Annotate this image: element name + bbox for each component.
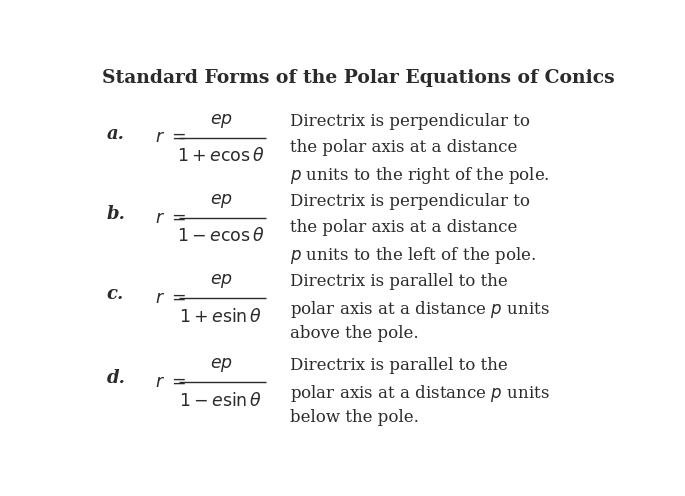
Text: d.: d. xyxy=(107,370,126,387)
Text: Directrix is perpendicular to: Directrix is perpendicular to xyxy=(290,113,530,130)
Text: $ep$: $ep$ xyxy=(210,356,232,374)
Text: the polar axis at a distance: the polar axis at a distance xyxy=(290,139,517,156)
Text: $1 + e\sin\theta$: $1 + e\sin\theta$ xyxy=(179,308,262,325)
Text: $1 - e\cos\theta$: $1 - e\cos\theta$ xyxy=(177,227,264,246)
Text: $ep$: $ep$ xyxy=(210,112,232,129)
Text: $r\ =$: $r\ =$ xyxy=(155,129,186,146)
Text: $r\ =$: $r\ =$ xyxy=(155,290,186,307)
Text: $1 - e\sin\theta$: $1 - e\sin\theta$ xyxy=(179,391,262,410)
Text: polar axis at a distance $p$ units: polar axis at a distance $p$ units xyxy=(290,300,550,320)
Text: below the pole.: below the pole. xyxy=(290,409,419,427)
Text: b.: b. xyxy=(107,205,126,223)
Text: $1 + e\cos\theta$: $1 + e\cos\theta$ xyxy=(177,147,264,165)
Text: $ep$: $ep$ xyxy=(210,192,232,210)
Text: $p$ units to the right of the pole.: $p$ units to the right of the pole. xyxy=(290,165,549,186)
Text: c.: c. xyxy=(107,285,124,304)
Text: Directrix is parallel to the: Directrix is parallel to the xyxy=(290,358,508,374)
Text: a.: a. xyxy=(107,125,125,143)
Text: Standard Forms of the Polar Equations of Conics: Standard Forms of the Polar Equations of… xyxy=(101,69,614,87)
Text: Directrix is parallel to the: Directrix is parallel to the xyxy=(290,273,508,290)
Text: $r\ =$: $r\ =$ xyxy=(155,374,186,391)
Text: $ep$: $ep$ xyxy=(210,272,232,290)
Text: $p$ units to the left of the pole.: $p$ units to the left of the pole. xyxy=(290,245,536,266)
Text: the polar axis at a distance: the polar axis at a distance xyxy=(290,219,517,236)
Text: Directrix is perpendicular to: Directrix is perpendicular to xyxy=(290,193,530,210)
Text: $r\ =$: $r\ =$ xyxy=(155,209,186,227)
Text: above the pole.: above the pole. xyxy=(290,325,419,342)
Text: polar axis at a distance $p$ units: polar axis at a distance $p$ units xyxy=(290,383,550,404)
